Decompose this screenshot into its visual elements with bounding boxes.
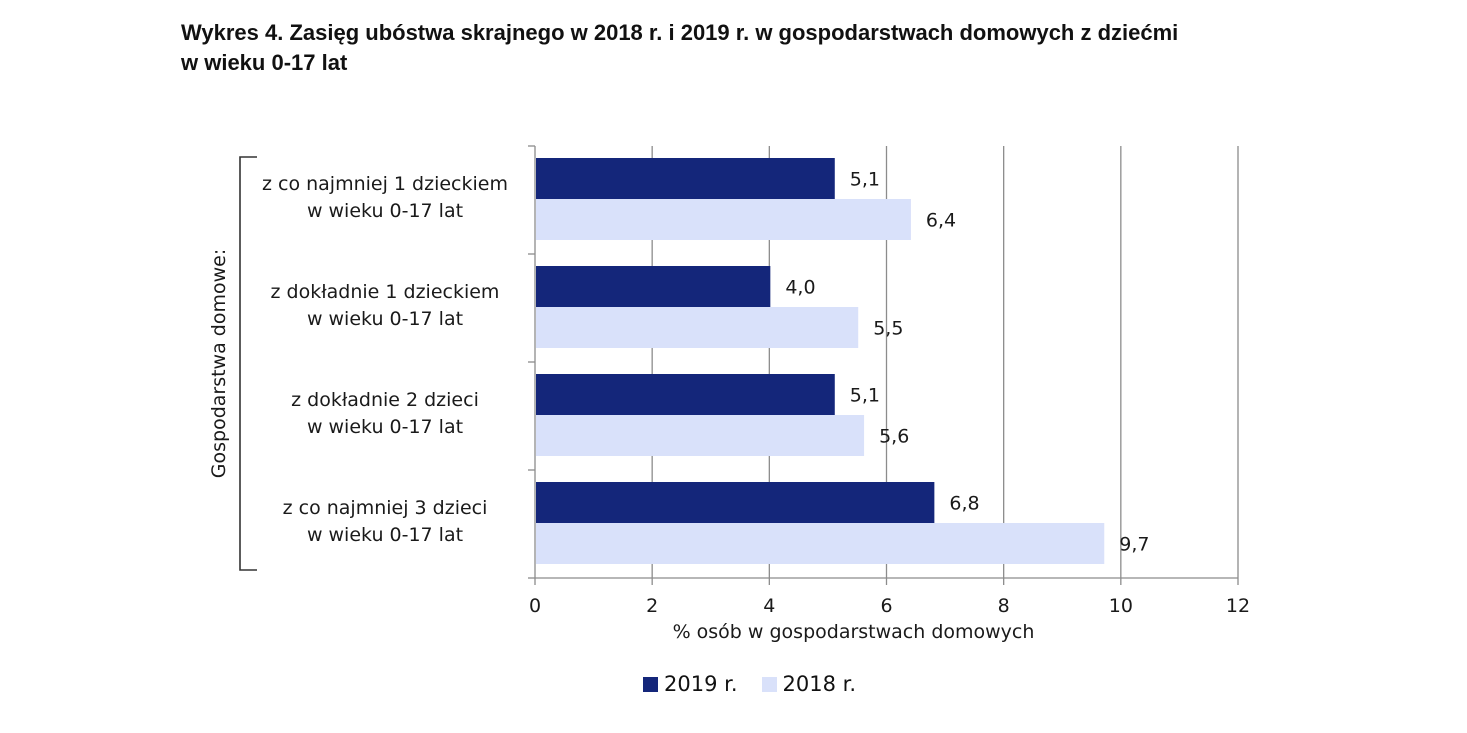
x-tick-label-2: 2	[646, 595, 658, 617]
chart-title-line-1: Wykres 4. Zasięg ubóstwa skrajnego w 201…	[181, 20, 1179, 45]
chart-title-line-2: w wieku 0-17 lat	[181, 50, 348, 75]
category-label-1-line-1: z co najmniej 1 dzieckiem	[262, 173, 508, 195]
data-label-2019-2: 4,0	[785, 277, 815, 299]
x-tick-label-10: 10	[1109, 595, 1133, 617]
bar-2019-2	[536, 266, 771, 307]
chart-title: Wykres 4. Zasięg ubóstwa skrajnego w 201…	[181, 18, 1331, 78]
bars	[536, 158, 1105, 564]
bar-2018-2	[536, 307, 859, 348]
axes: 0 2 4 6 8 10 12 % osób w gospodarstwach domowyc…	[528, 145, 1250, 643]
category-label-4-line-1: z co najmniej 3 dzieci	[283, 497, 488, 519]
x-tick-label-4: 4	[763, 595, 775, 617]
legend-label-2018: 2018 r.	[782, 672, 857, 696]
legend-item-2019: 2019 r.	[643, 672, 738, 696]
x-tick-label-6: 6	[880, 595, 892, 617]
category-label-3-line-1: z dokładnie 2 dzieci	[291, 389, 479, 411]
data-label-2019-4: 6,8	[949, 493, 979, 515]
category-label-4-line-2: w wieku 0-17 lat	[307, 524, 463, 546]
category-label-1-line-2: w wieku 0-17 lat	[307, 200, 463, 222]
data-label-2018-2: 5,5	[873, 318, 903, 340]
legend-swatch-2019	[643, 676, 658, 692]
group-bracket: Gospodarstwa domowe:	[208, 156, 257, 571]
category-label-2-line-2: w wieku 0-17 lat	[307, 308, 463, 330]
data-label-2019-1: 5,1	[850, 169, 880, 191]
x-tick-label-8: 8	[998, 595, 1010, 617]
bar-2018-3	[536, 415, 865, 456]
x-tick-label-0: 0	[529, 595, 541, 617]
category-label-3-line-2: w wieku 0-17 lat	[307, 416, 463, 438]
legend-item-2018: 2018 r.	[761, 672, 857, 696]
bar-2018-4	[536, 523, 1105, 564]
category-label-2-line-1: z dokładnie 1 dzieckiem	[271, 281, 500, 303]
legend-swatch-2018	[761, 676, 777, 692]
data-label-2018-1: 6,4	[926, 210, 956, 232]
bar-2019-1	[536, 158, 835, 199]
legend: 2019 r. 2018 r.	[643, 672, 880, 696]
bar-2019-4	[536, 482, 935, 523]
bar-2018-1	[536, 199, 911, 240]
category-labels: z co najmniej 1 dzieckiem w wieku 0-17 la…	[262, 173, 508, 546]
x-tick-label-12: 12	[1226, 595, 1250, 617]
group-bracket-line	[239, 156, 257, 571]
data-label-2019-3: 5,1	[850, 385, 880, 407]
bar-2019-3	[536, 374, 835, 415]
data-labels: 5,1 6,4 4,0 5,5 5,1 5,6 6,8 9,7	[785, 169, 1149, 556]
x-axis-title: % osób w gospodarstwach domowych	[673, 621, 1035, 643]
data-label-2018-3: 5,6	[879, 426, 909, 448]
legend-label-2019: 2019 r.	[664, 672, 738, 696]
data-label-2018-4: 9,7	[1119, 534, 1149, 556]
group-label: Gospodarstwa domowe:	[208, 249, 230, 478]
